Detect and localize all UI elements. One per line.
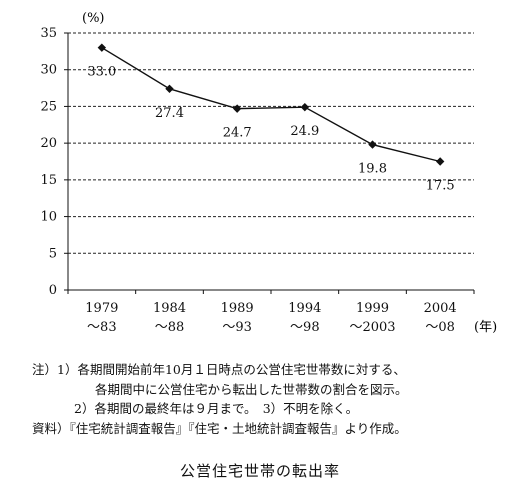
source-note: 資料）『住宅統計調査報告』『住宅・土地統計調査報告』より作成。: [32, 420, 407, 436]
x-tick-label: 1984: [153, 301, 186, 316]
line-chart: 0 5 10 15 20 25 30 35 1979 ～83 1984 ～88 1989 ～93 1994…: [40, 11, 497, 335]
x-tick-label: 1999: [356, 301, 389, 316]
figure-title: 公営住宅世帯の転出率: [179, 462, 340, 480]
data-label: 24.7: [223, 126, 252, 141]
x-tick-label-range: ～83: [87, 320, 117, 335]
footnotes: 注）1）各期間開始前年10月１日時点の公営住宅世帯数に対する、 各期間中に公営住…: [32, 360, 512, 438]
data-labels: 33.0 27.4 24.7 24.9 19.8 17.5: [87, 65, 454, 194]
x-tick-label-range: ～98: [290, 320, 320, 335]
x-tick-label: 1989: [221, 301, 254, 316]
y-tick-label: 10: [40, 210, 57, 225]
gridlines: [68, 32, 474, 254]
data-label: 27.4: [155, 106, 184, 121]
series-line: [101, 47, 441, 163]
y-tick-label: 25: [40, 99, 57, 114]
note-2: 2）各期間の最終年は９月まで。 3）不明を除く。: [74, 401, 359, 416]
x-tick-label: 2004: [424, 301, 457, 316]
x-unit-label: (年): [474, 320, 497, 335]
series-line: [97, 43, 445, 166]
y-tick-label: 35: [40, 26, 57, 41]
y-tick-label: 20: [40, 136, 57, 151]
x-tick-label-range: ～93: [222, 320, 252, 335]
data-point: [232, 104, 242, 113]
y-tick-label: 15: [40, 173, 57, 188]
data-point: [435, 157, 445, 166]
data-label: 19.8: [358, 162, 387, 177]
x-tick-label-range: ～08: [425, 320, 455, 335]
note-1-line-1: 注）1）各期間開始前年10月１日時点の公営住宅世帯数に対する、: [32, 362, 406, 377]
data-point: [300, 102, 310, 112]
y-tick-label: 30: [40, 63, 57, 78]
x-tick-label: 1979: [85, 301, 118, 316]
y-tick-label: 5: [49, 246, 57, 261]
x-tick-label-range: ～2003: [349, 320, 395, 335]
data-label: 33.0: [87, 65, 116, 80]
x-tick-labels: 1979 ～83 1984 ～88 1989 ～93 1994 ～98 1999 ～2003 200…: [85, 301, 456, 335]
axes: [64, 32, 475, 294]
data-point: [368, 140, 377, 149]
y-tick-label: 0: [49, 283, 57, 298]
y-tick-labels: 0 5 10 15 20 25 30 35: [40, 26, 57, 298]
y-unit-label: (%): [82, 11, 105, 26]
data-point: [165, 84, 174, 94]
x-tick-label: 1994: [288, 301, 321, 316]
data-label: 24.9: [290, 124, 319, 139]
x-tick-label-range: ～88: [155, 320, 185, 335]
data-label: 17.5: [426, 179, 455, 194]
note-1-line-2: 各期間中に公営住宅から転出した世帯数の割合を図示。: [95, 381, 408, 397]
data-point: [97, 43, 107, 52]
